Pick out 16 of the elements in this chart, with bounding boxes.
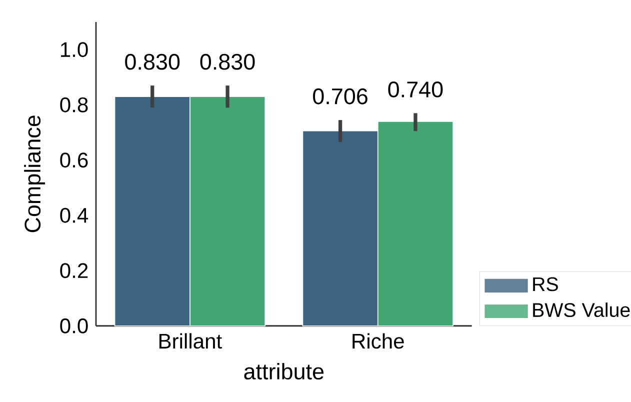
x-tick-label: Riche xyxy=(352,333,404,349)
y-tick-label: 0.6 xyxy=(60,152,88,168)
data-label: 0.830 xyxy=(125,54,180,70)
data-label: 0.740 xyxy=(388,82,443,98)
x-axis-title: attribute xyxy=(244,363,324,380)
data-label: 0.830 xyxy=(200,54,255,70)
y-tick-label: 1.0 xyxy=(60,42,88,58)
y-tick-label: 0.2 xyxy=(60,263,88,278)
x-tick-label: Brillant xyxy=(159,333,222,349)
y-tick-label: 0.4 xyxy=(60,208,88,223)
legend-label: BWS Value xyxy=(533,302,630,318)
y-axis-title: Compliance xyxy=(24,116,46,232)
y-tick-label: 0.8 xyxy=(60,97,88,112)
legend-label: RS xyxy=(533,277,558,292)
y-tick-label: 0.0 xyxy=(60,318,88,334)
data-label: 0.706 xyxy=(313,88,368,104)
